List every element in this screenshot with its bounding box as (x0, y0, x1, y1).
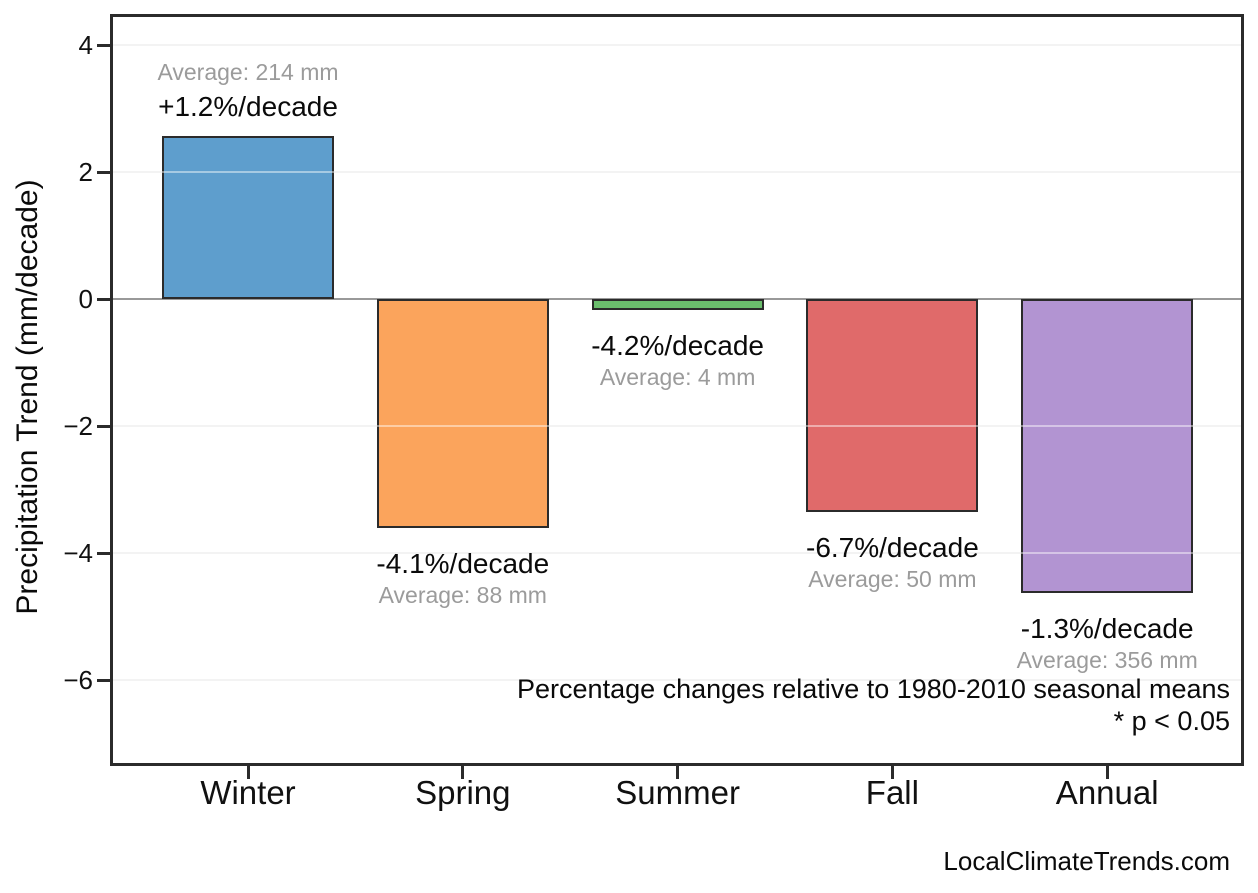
bar-summer (591, 299, 764, 310)
bar-winter (162, 135, 334, 299)
x-tick-mark (246, 766, 250, 779)
watermark: LocalClimateTrends.com (943, 846, 1230, 876)
annotation-percent-fall: -6.7%/decade (805, 531, 979, 563)
annotation-average-annual: Average: 356 mm (1016, 647, 1198, 673)
x-tick-mark (890, 766, 894, 779)
y-tick-mark (97, 551, 110, 555)
x-axis-label-winter: Winter (200, 774, 296, 811)
x-axis-label-annual: Annual (1055, 774, 1159, 811)
x-tick-mark (1105, 766, 1109, 779)
annotation-percent-winter: +1.2%/decade (158, 90, 338, 122)
annotation-percent-spring: -4.1%/decade (376, 548, 550, 580)
gridline (110, 679, 1244, 681)
y-tick-label: −6 (63, 665, 93, 695)
gridline (110, 425, 1244, 427)
gridline-overlay (110, 679, 1244, 681)
y-tick-mark (97, 424, 110, 428)
gridline (110, 552, 1244, 554)
y-tick-label: 2 (78, 157, 93, 187)
y-tick-mark (97, 678, 110, 682)
plot-area: +1.2%/decade Average: 214 mm -4.1%/decade A… (110, 14, 1244, 766)
y-tick-mark (97, 43, 110, 47)
annotation-average-fall: Average: 50 mm (808, 565, 977, 592)
y-tick-label: −2 (63, 411, 93, 441)
gridline-overlay (110, 171, 1244, 173)
y-tick-label: 4 (78, 30, 93, 60)
y-tick-mark (97, 170, 110, 174)
gridline-overlay (110, 552, 1244, 554)
annotation-average-spring: Average: 88 mm (378, 582, 547, 609)
annotation-percent-annual: -1.3%/decade (1020, 613, 1194, 644)
gridline-overlay (110, 44, 1244, 46)
annotation-percent-summer: -4.2%/decade (591, 329, 764, 361)
bar-spring (376, 299, 549, 529)
footnotes: Percentage changes relative to 1980-2010… (517, 673, 1230, 737)
bar-annual (1021, 299, 1194, 593)
annotation-average-winter: Average: 214 mm (157, 58, 339, 85)
x-axis-label-summer: Summer (615, 774, 740, 811)
gridline-overlay (110, 425, 1244, 427)
bar-fall (806, 299, 979, 512)
footnote-pvalue: * p < 0.05 (1113, 706, 1230, 736)
x-tick-mark (461, 766, 465, 779)
x-tick-mark (676, 766, 680, 779)
y-tick-label: −4 (63, 538, 93, 568)
annotation-average-summer: Average: 4 mm (599, 363, 756, 390)
y-tick-label: 0 (78, 284, 93, 314)
gridline (110, 171, 1244, 173)
gridline (110, 44, 1244, 46)
x-axis-label-spring: Spring (415, 774, 511, 811)
footnote-means: Percentage changes relative to 1980-2010… (517, 674, 1230, 704)
x-axis-label-fall: Fall (865, 774, 919, 811)
y-tick-mark (97, 297, 110, 301)
